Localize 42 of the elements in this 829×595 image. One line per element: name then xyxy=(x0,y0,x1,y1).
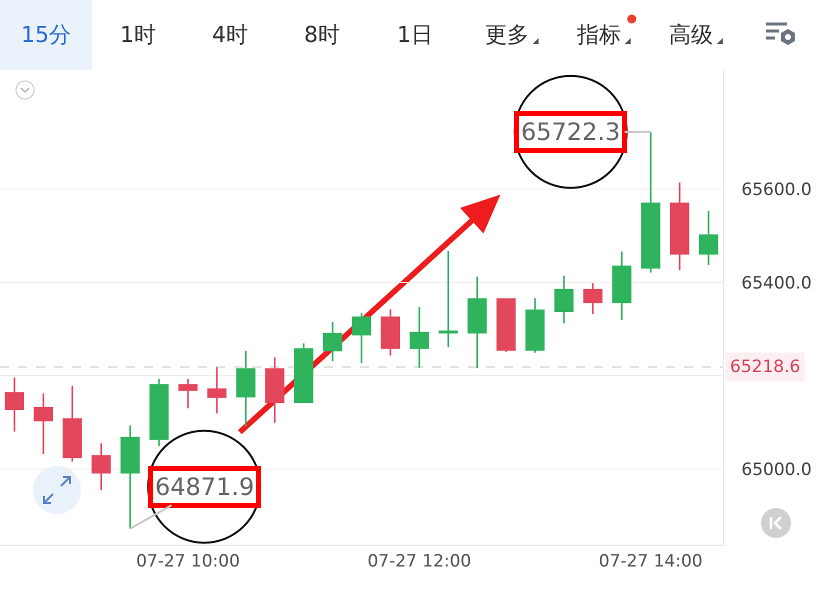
candlestick xyxy=(62,385,82,462)
text: 1时 xyxy=(120,23,156,48)
x-tick-label: 07-27 12:00 xyxy=(367,551,472,572)
candlestick xyxy=(438,250,458,348)
candlestick xyxy=(265,356,284,424)
text: 4时 xyxy=(212,23,248,48)
x-tick-label: 07-27 14:00 xyxy=(598,551,703,572)
candlestick xyxy=(525,297,545,354)
candlestick xyxy=(670,182,690,271)
candlestick xyxy=(178,378,198,410)
y-tick-label: 65600.0 xyxy=(741,180,812,200)
y-tick-label: 65400.0 xyxy=(741,273,812,294)
candlestick xyxy=(410,306,429,368)
candlestick xyxy=(496,298,516,353)
candlestick xyxy=(294,342,314,404)
text: 8时 xyxy=(304,23,340,48)
text: 1日 xyxy=(397,23,433,48)
candlestick xyxy=(207,366,226,414)
candlestick xyxy=(236,350,256,428)
text: 15分 xyxy=(21,23,71,48)
candlestick xyxy=(583,282,602,315)
candlestick xyxy=(554,274,574,324)
candlestick xyxy=(120,424,140,530)
candlestick xyxy=(641,131,660,274)
candlestick xyxy=(352,312,372,364)
text: 64871.9 xyxy=(155,473,254,501)
candlestick xyxy=(322,321,342,362)
ref-line-label: 65218.6 xyxy=(730,357,800,377)
candlestick xyxy=(92,442,111,491)
candlestick xyxy=(149,378,169,447)
candlestick xyxy=(34,392,53,455)
candlestick xyxy=(612,250,632,321)
text: 65722.3 xyxy=(521,118,620,146)
candlestick xyxy=(698,210,718,266)
candlestick xyxy=(380,308,400,356)
text: 高级 xyxy=(669,23,713,48)
candlestick xyxy=(4,376,24,432)
x-tick-label: 07-27 10:00 xyxy=(136,551,240,572)
candlestick xyxy=(468,276,487,369)
y-tick-label: 65000.0 xyxy=(741,460,812,480)
text: 指标 xyxy=(576,23,621,48)
text: 更多 xyxy=(485,23,529,48)
